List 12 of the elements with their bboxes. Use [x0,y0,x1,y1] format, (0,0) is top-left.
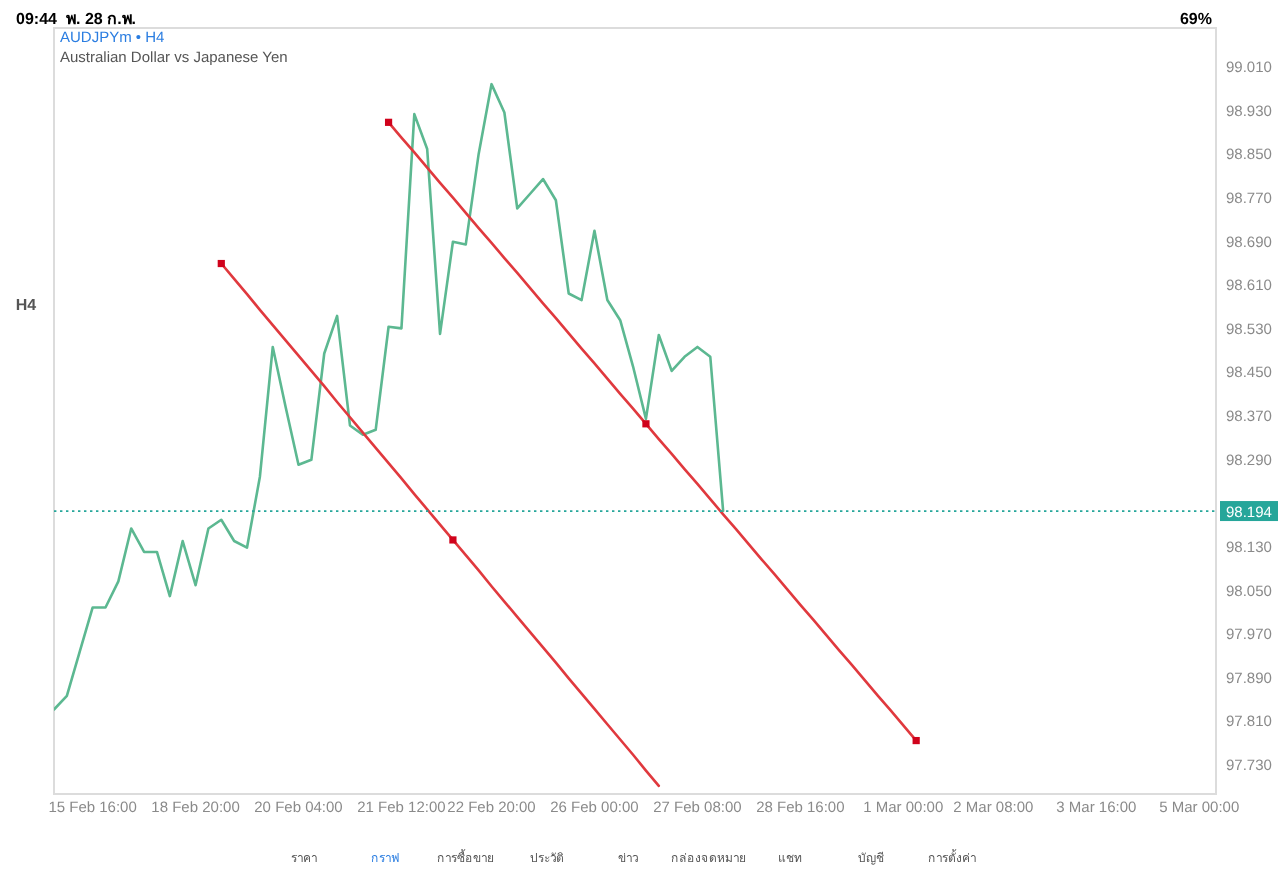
annotation: พ. 28 ก.พ. [66,10,137,28]
text: H4 [15,296,38,314]
annotation: 69% [1179,10,1212,28]
line-series [219,262,661,788]
line-series [54,82,725,711]
point [912,736,920,745]
point [384,118,393,126]
point [449,536,457,544]
point [217,259,225,268]
point [642,420,650,428]
annotation: 09:44 [16,10,59,28]
line-series [387,121,918,742]
